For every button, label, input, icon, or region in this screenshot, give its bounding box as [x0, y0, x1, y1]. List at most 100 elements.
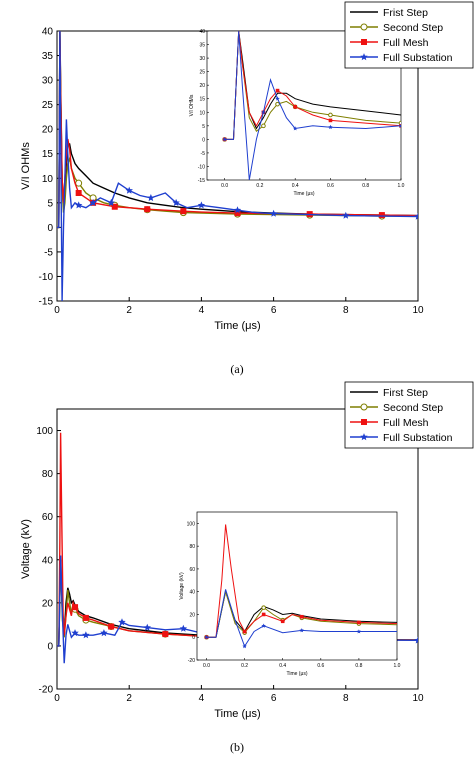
series-3-point: [414, 212, 418, 220]
inset-y-tick-label: -5: [201, 151, 206, 157]
inset-series-2-point: [357, 620, 361, 625]
series-3-point: [342, 211, 350, 219]
inset-y-tick-label: 0: [192, 635, 195, 641]
inset-series-1-point: [398, 120, 401, 126]
legend-label-1: Second Step: [383, 22, 443, 34]
inset-series-3-point: [356, 629, 362, 634]
inset-series-2-point: [261, 612, 266, 617]
inset-series-3-point: [275, 96, 280, 101]
inset-series-2-point: [275, 88, 280, 93]
inset-series-2-point: [242, 629, 247, 634]
y-tick-label: 25: [42, 100, 54, 111]
series-2-point: [82, 614, 89, 621]
inset-y-tick-label: 15: [199, 97, 205, 103]
legend-label-3: Full Substation: [383, 432, 453, 444]
inset-y-tick-label: 100: [187, 521, 196, 527]
legend-marker-1: [360, 23, 368, 31]
plot-area: [57, 31, 418, 301]
inset-series-1-point: [261, 123, 266, 129]
y-tick-label: 40: [42, 555, 54, 566]
series-2-point: [378, 212, 385, 219]
series-2-point: [162, 631, 169, 638]
legend-label-0: Frist Step: [383, 7, 428, 19]
inset-series-3-point: [222, 137, 227, 142]
y-tick-label: 10: [42, 174, 54, 185]
inset-series-3-point: [398, 123, 401, 128]
inset-plot-area: [204, 524, 397, 649]
inset-y-tick-label: 25: [199, 70, 205, 76]
legend-marker-2: [361, 419, 367, 425]
series-3-point: [147, 194, 155, 202]
legend-label-2: Full Mesh: [383, 417, 429, 429]
inset-series-line-2: [206, 524, 397, 638]
y-tick-label: -15: [39, 297, 54, 308]
inset-y-tick-label: -20: [188, 658, 195, 664]
inset-series-3-point: [328, 124, 333, 130]
series-3-point: [82, 631, 90, 639]
series-3-point: [233, 206, 242, 214]
y-tick-label: -5: [44, 247, 53, 258]
inset-y-axis-label: Voltage (kV): [179, 572, 185, 600]
y-tick-label: 100: [36, 426, 53, 437]
x-axis-label: Time (μs): [214, 320, 260, 332]
inset-series-2-point: [299, 614, 304, 619]
inset-series-1-point: [328, 112, 333, 118]
inset-x-tick-label: 0.4: [279, 663, 286, 669]
y-tick-label: 0: [47, 641, 53, 652]
x-tick-label: 0: [54, 305, 60, 316]
series-3-point: [197, 201, 206, 209]
series-3-point: [75, 201, 83, 209]
x-tick-label: 6: [271, 693, 277, 704]
inset-series-3-point: [242, 644, 247, 649]
inset-x-axis-label: Time (μs): [293, 191, 314, 197]
inset-series-3-point: [299, 628, 304, 633]
series-2-point: [75, 190, 82, 196]
y-tick-label: -10: [39, 272, 54, 283]
inset-x-tick-label: 0.6: [317, 663, 324, 669]
inset-y-tick-label: 60: [189, 567, 195, 573]
series-3-point: [118, 618, 126, 626]
inset-x-tick-label: 0.8: [355, 663, 362, 669]
x-tick-label: 8: [343, 305, 349, 316]
legend-label-1: Second Step: [383, 402, 443, 414]
legend: First Step Second Step Full Mesh Full Subst…: [344, 381, 474, 449]
x-tick-label: 2: [126, 693, 132, 704]
inset-y-tick-label: 40: [189, 590, 195, 596]
y-tick-label: 20: [42, 598, 54, 609]
inset-y-tick-label: 30: [199, 56, 205, 62]
x-axis-label: Time (μs): [214, 708, 260, 720]
inset-y-tick-label: -15: [198, 178, 205, 184]
x-tick-label: 2: [126, 305, 132, 316]
inset-series-1-point: [275, 101, 280, 107]
legend-marker-3: [360, 433, 368, 441]
legend-marker-3: [360, 53, 368, 61]
series-line-2: [57, 31, 418, 229]
legend-label-0: First Step: [383, 387, 428, 399]
series-2-point: [234, 210, 241, 217]
plot-frame: [56, 408, 419, 690]
y-tick-label: 0: [47, 223, 53, 234]
inset-series-line-3: [224, 31, 401, 180]
y-tick-label: 20: [42, 125, 54, 136]
x-tick-label: 0: [54, 693, 60, 704]
inset-y-tick-label: 0: [202, 137, 205, 143]
inset-y-tick-label: 35: [199, 43, 205, 49]
inset-y-tick-label: 40: [199, 29, 205, 35]
caption-b: (b): [230, 740, 244, 754]
caption-a: (a): [230, 362, 243, 376]
series-1-point: [75, 179, 83, 187]
y-tick-label: -20: [39, 685, 54, 696]
series-3-point: [143, 623, 151, 631]
legend: Frist Step Second Step Full Mesh Full Subst…: [344, 1, 474, 69]
chart-a: 0 2 4 6 8 10 -15 -10 -5 0 5 10 15 20 25 30 35 40 Time (μs)…: [20, 1, 474, 332]
inset-x-tick-label: 1.0: [394, 663, 401, 669]
series-3-point: [179, 624, 188, 632]
y-tick-label: 5: [47, 198, 53, 209]
y-tick-label: 60: [42, 512, 54, 523]
x-tick-label: 10: [412, 693, 424, 704]
series-2-point: [111, 203, 118, 210]
series-3-point: [414, 636, 418, 644]
series-3-point: [125, 186, 133, 194]
